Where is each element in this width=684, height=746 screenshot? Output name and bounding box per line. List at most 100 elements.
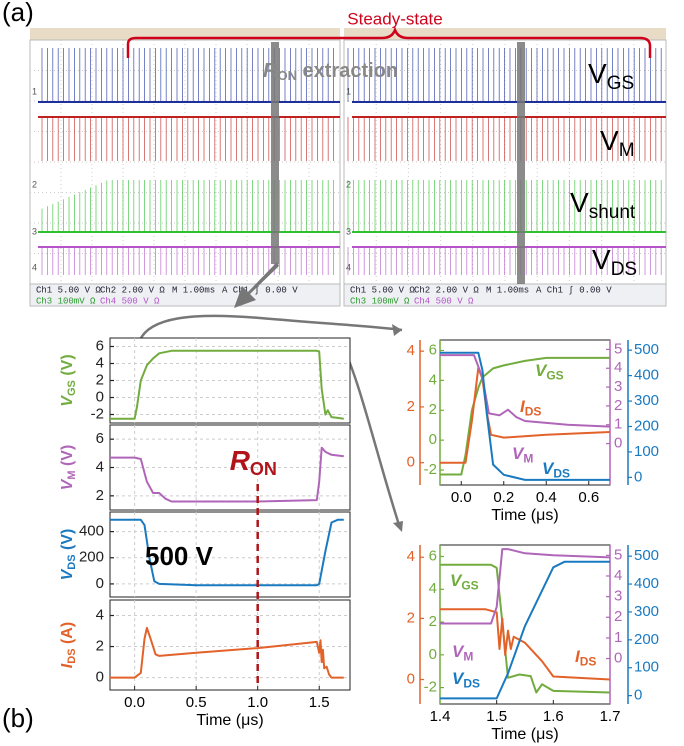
x-tick-label: 1.6 <box>543 708 564 725</box>
text-sub: DS <box>525 404 542 418</box>
text-part: (V) <box>59 445 76 471</box>
channel-marker: 2 <box>346 179 351 189</box>
channel-marker: 3 <box>32 226 37 236</box>
figure: 1234Ch1 5.00 V ΩCh2 2.00 V ΩM 1.00msA Ch… <box>0 0 684 746</box>
x-axis-label: Time (μs) <box>196 712 263 729</box>
y-tick-label: 100 <box>634 659 659 676</box>
x-axis-label: Time (μs) <box>491 726 558 743</box>
y-tick-label: 2 <box>96 487 104 504</box>
channel-marker: 1 <box>32 86 37 96</box>
y-tick-label: 2 <box>614 608 622 625</box>
channel-marker: 3 <box>346 226 351 236</box>
y-tick-label: 4 <box>429 580 437 597</box>
text-part: V <box>570 187 589 218</box>
channel-marker: 2 <box>32 179 37 189</box>
y-tick-label: 4 <box>407 548 415 565</box>
text-sub: M <box>463 649 473 663</box>
text-sub: DS <box>66 648 78 663</box>
y-tick-label: 0 <box>634 687 642 704</box>
y-tick-label: 0 <box>96 669 104 686</box>
status-text: Ch2 2.00 V Ω <box>100 285 165 295</box>
status-text: Ch2 2.00 V Ω <box>414 285 479 295</box>
status-text: M 1.00ms <box>172 285 215 295</box>
y-tick-label: -2 <box>424 679 437 696</box>
text-part: V <box>588 58 607 89</box>
y-tick-label: 4 <box>407 342 415 359</box>
x-tick-label: 1.0 <box>247 694 268 711</box>
status-text: Ch3 100mV Ω <box>36 296 96 306</box>
text-sub: GS <box>461 578 478 592</box>
x-tick-label: 1.7 <box>600 708 621 725</box>
x-tick-label: 1.5 <box>486 708 507 725</box>
status-text: Ch4 500 V Ω <box>100 296 160 306</box>
y-tick-label: 400 <box>634 575 659 592</box>
arrow-head <box>393 521 403 532</box>
y-tick-label: 500 <box>634 341 659 358</box>
y-tick-label: 5 <box>614 340 622 357</box>
y-tick-label: 0 <box>407 671 415 688</box>
y-tick-label: 500 <box>634 547 659 564</box>
y-tick-label: 4 <box>614 359 622 376</box>
text-sub: GS <box>66 380 78 396</box>
status-text: Ch4 500 V Ω <box>414 296 474 306</box>
x-tick-label: 0.2 <box>493 489 514 506</box>
y-axis-label: IDS (A) <box>59 622 78 668</box>
y-tick-label: 0 <box>429 431 437 448</box>
x-tick-label: 0.4 <box>536 489 557 506</box>
y-axis-label: VM (V) <box>59 445 78 491</box>
y-tick-label: 0 <box>96 575 104 592</box>
text-sub: M <box>523 451 533 465</box>
y-tick-label: 2 <box>96 638 104 655</box>
x-axis-label: Time (μs) <box>491 507 558 524</box>
status-text: A Ch1 ∫ 0.00 V <box>222 285 298 295</box>
channel-marker: 1 <box>346 86 351 96</box>
text-sub: DS <box>580 654 597 668</box>
y-tick-label: 3 <box>614 378 622 395</box>
y-tick-label: 5 <box>614 546 622 563</box>
text-sub: DS <box>553 466 570 480</box>
y-tick-label: 200 <box>634 417 659 434</box>
y-tick-label: 400 <box>79 523 104 540</box>
steady-state-label: Steady-state <box>347 9 442 28</box>
text-sub: M <box>619 140 635 161</box>
y-tick-label: 200 <box>634 631 659 648</box>
y-tick-label: 0 <box>614 435 622 452</box>
text-sub: GS <box>607 73 634 94</box>
line-chart: 0200400VDS (V)500 V <box>59 512 350 597</box>
x-tick-label: 0.0 <box>451 489 472 506</box>
text-sub: ON <box>277 68 297 83</box>
y-tick-label: 6 <box>96 430 104 447</box>
text-part: (A) <box>59 622 76 649</box>
y-tick-label: 300 <box>634 392 659 409</box>
text-sub: DS <box>611 259 637 280</box>
y-tick-label: 4 <box>614 567 622 584</box>
text-sub: GS <box>546 368 563 382</box>
y-tick-label: 0 <box>429 646 437 663</box>
status-text: M 1.00ms <box>486 285 529 295</box>
y-tick-label: 200 <box>79 549 104 566</box>
y-tick-label: 400 <box>634 367 659 384</box>
status-text: Ch1 5.00 V Ω <box>350 285 415 295</box>
y-tick-label: 300 <box>634 603 659 620</box>
y-tick-label: 6 <box>96 337 104 354</box>
y-tick-label: -2 <box>91 405 104 422</box>
arrow-head <box>392 324 402 336</box>
connector-arrow <box>140 316 402 340</box>
y-tick-label: 0 <box>407 454 415 471</box>
y-tick-label: 4 <box>429 371 437 388</box>
y-tick-label: 0 <box>96 388 104 405</box>
y-tick-label: 0 <box>634 468 642 485</box>
channel-marker: 4 <box>346 262 351 272</box>
status-text: A Ch1 ∫ 0.00 V <box>536 285 612 295</box>
panel-label: (a) <box>2 0 34 27</box>
line-chart: 246VM (V)RON <box>59 425 350 510</box>
y-tick-label: 4 <box>96 606 104 623</box>
panel-label: (b) <box>2 703 34 733</box>
extraction-bar <box>517 42 525 284</box>
text-sub: ON <box>250 459 277 479</box>
y-tick-label: 2 <box>429 401 437 418</box>
annotation: 500 V <box>145 541 214 571</box>
text-sub: DS <box>66 554 78 569</box>
x-tick-label: 0.6 <box>578 489 599 506</box>
